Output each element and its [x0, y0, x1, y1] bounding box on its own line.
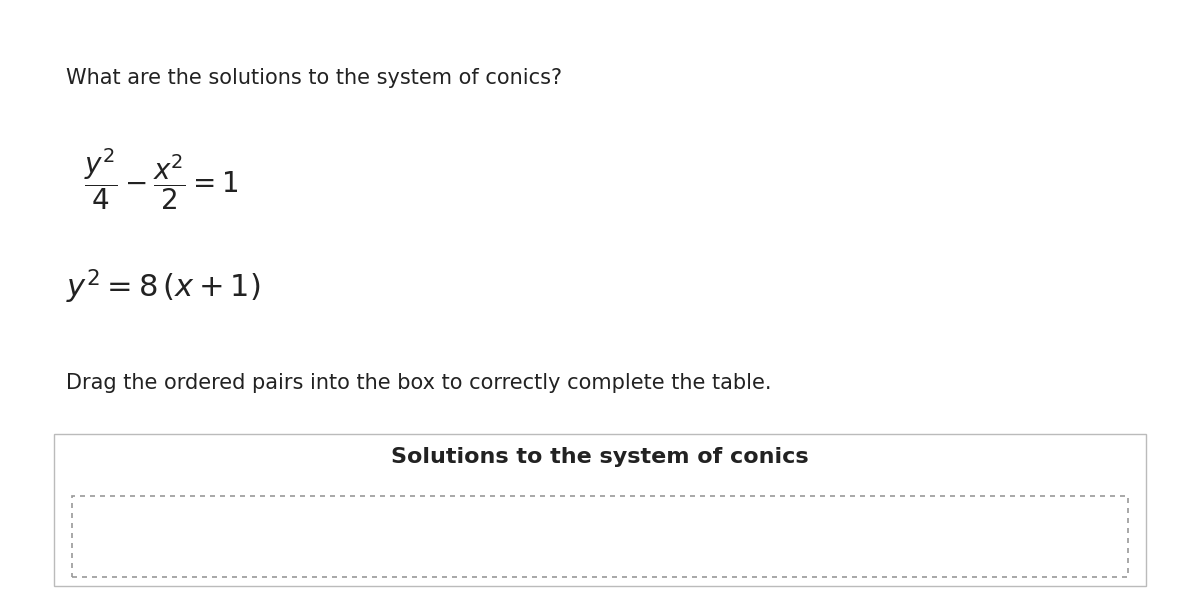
Text: What are the solutions to the system of conics?: What are the solutions to the system of …	[66, 68, 562, 88]
Text: $y^2 = 8\,(x + 1)$: $y^2 = 8\,(x + 1)$	[66, 268, 260, 306]
Bar	[72, 496, 1128, 577]
Text: Solutions to the system of conics: Solutions to the system of conics	[391, 447, 809, 468]
Text: $\dfrac{y^2}{4} - \dfrac{x^2}{2} = 1$: $\dfrac{y^2}{4} - \dfrac{x^2}{2} = 1$	[84, 147, 239, 212]
Text: Drag the ordered pairs into the box to correctly complete the table.: Drag the ordered pairs into the box to c…	[66, 373, 772, 393]
Bar	[54, 434, 1146, 586]
